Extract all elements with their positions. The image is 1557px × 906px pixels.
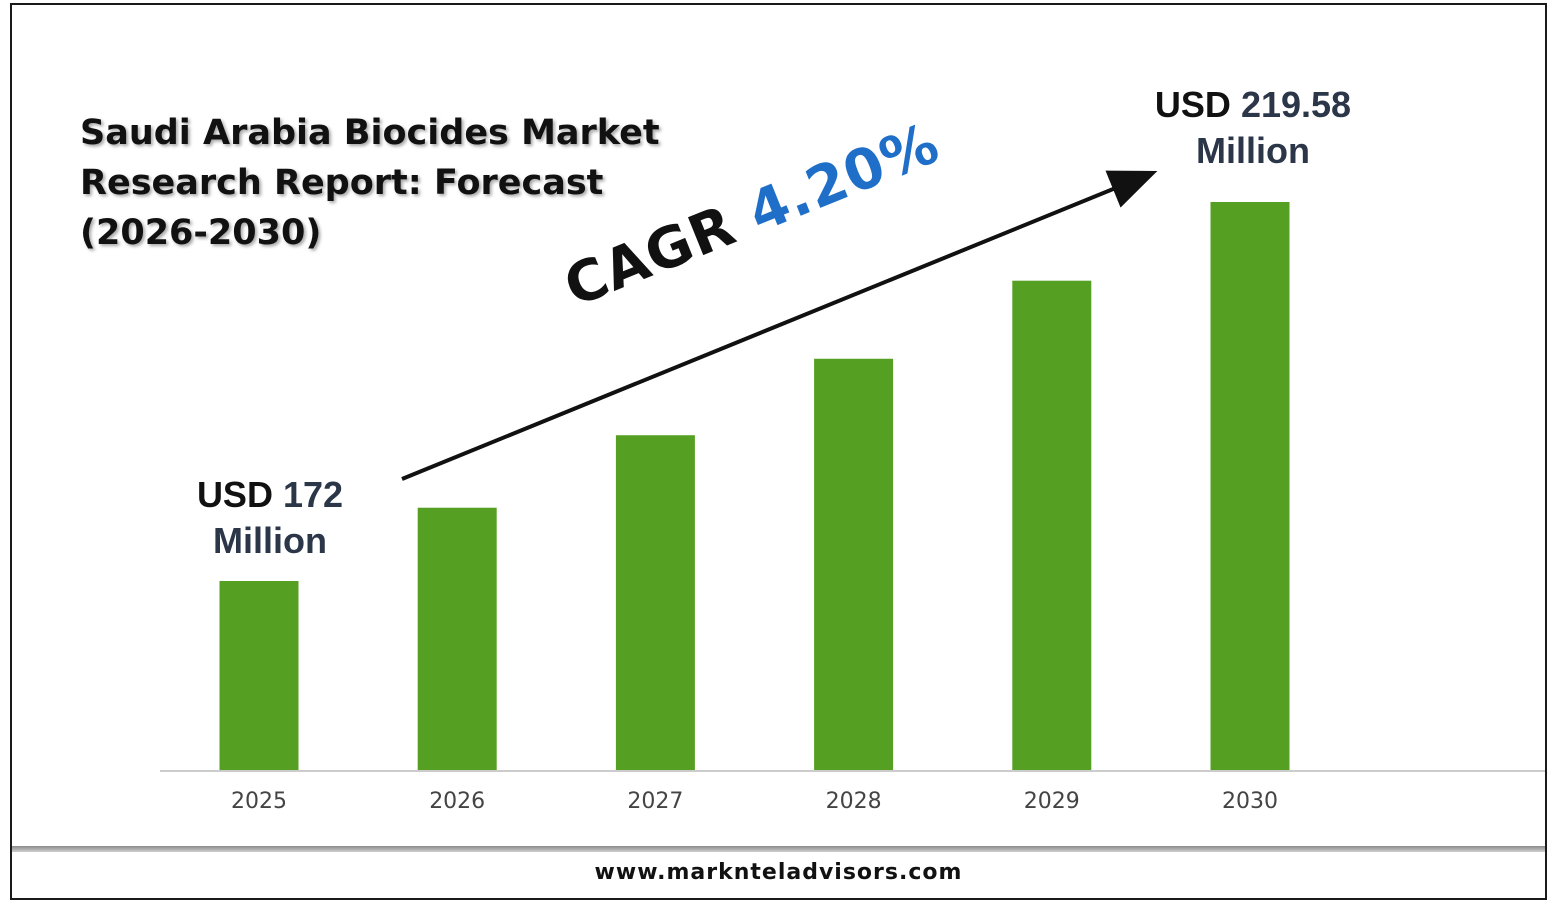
x-tick-2028: 2028	[826, 789, 882, 814]
x-tick-2025: 2025	[231, 789, 287, 814]
bar-2030	[1210, 202, 1290, 770]
bar-2029	[1012, 280, 1092, 770]
bar-2028	[814, 358, 894, 770]
bars-group	[219, 202, 1290, 770]
chart-frame	[10, 3, 1547, 900]
title-line-1: Saudi Arabia Biocides Market	[80, 113, 660, 153]
start-value-prefix: USD	[196, 474, 273, 515]
x-tick-2026: 2026	[429, 789, 485, 814]
footer-divider	[12, 846, 1545, 852]
footer-website: www.marknteladvisors.com	[594, 860, 963, 885]
x-tick-2029: 2029	[1024, 789, 1080, 814]
end-value-unit: Million	[1196, 130, 1310, 171]
end-value-prefix: USD	[1154, 84, 1231, 125]
x-tick-2030: 2030	[1222, 789, 1278, 814]
bar-2025	[219, 581, 299, 770]
chart-title: Saudi Arabia Biocides Market Research Re…	[80, 108, 680, 258]
start-value-label: USD 172 Million	[170, 472, 370, 564]
start-value-unit: Million	[213, 520, 327, 561]
bar-2026	[417, 507, 497, 770]
title-line-2: Research Report: Forecast	[80, 163, 604, 203]
end-value-number: 219.58	[1240, 84, 1352, 125]
bar-2027	[615, 435, 695, 770]
start-value-number: 172	[282, 474, 344, 515]
title-line-3: (2026-2030)	[80, 213, 322, 253]
x-tick-2027: 2027	[627, 789, 683, 814]
growth-arrow	[401, 170, 1158, 481]
end-value-label: USD 219.58 Million	[1133, 82, 1373, 174]
x-tick-labels: 2025 2026 2027 2028 2029 2030	[231, 789, 1278, 814]
